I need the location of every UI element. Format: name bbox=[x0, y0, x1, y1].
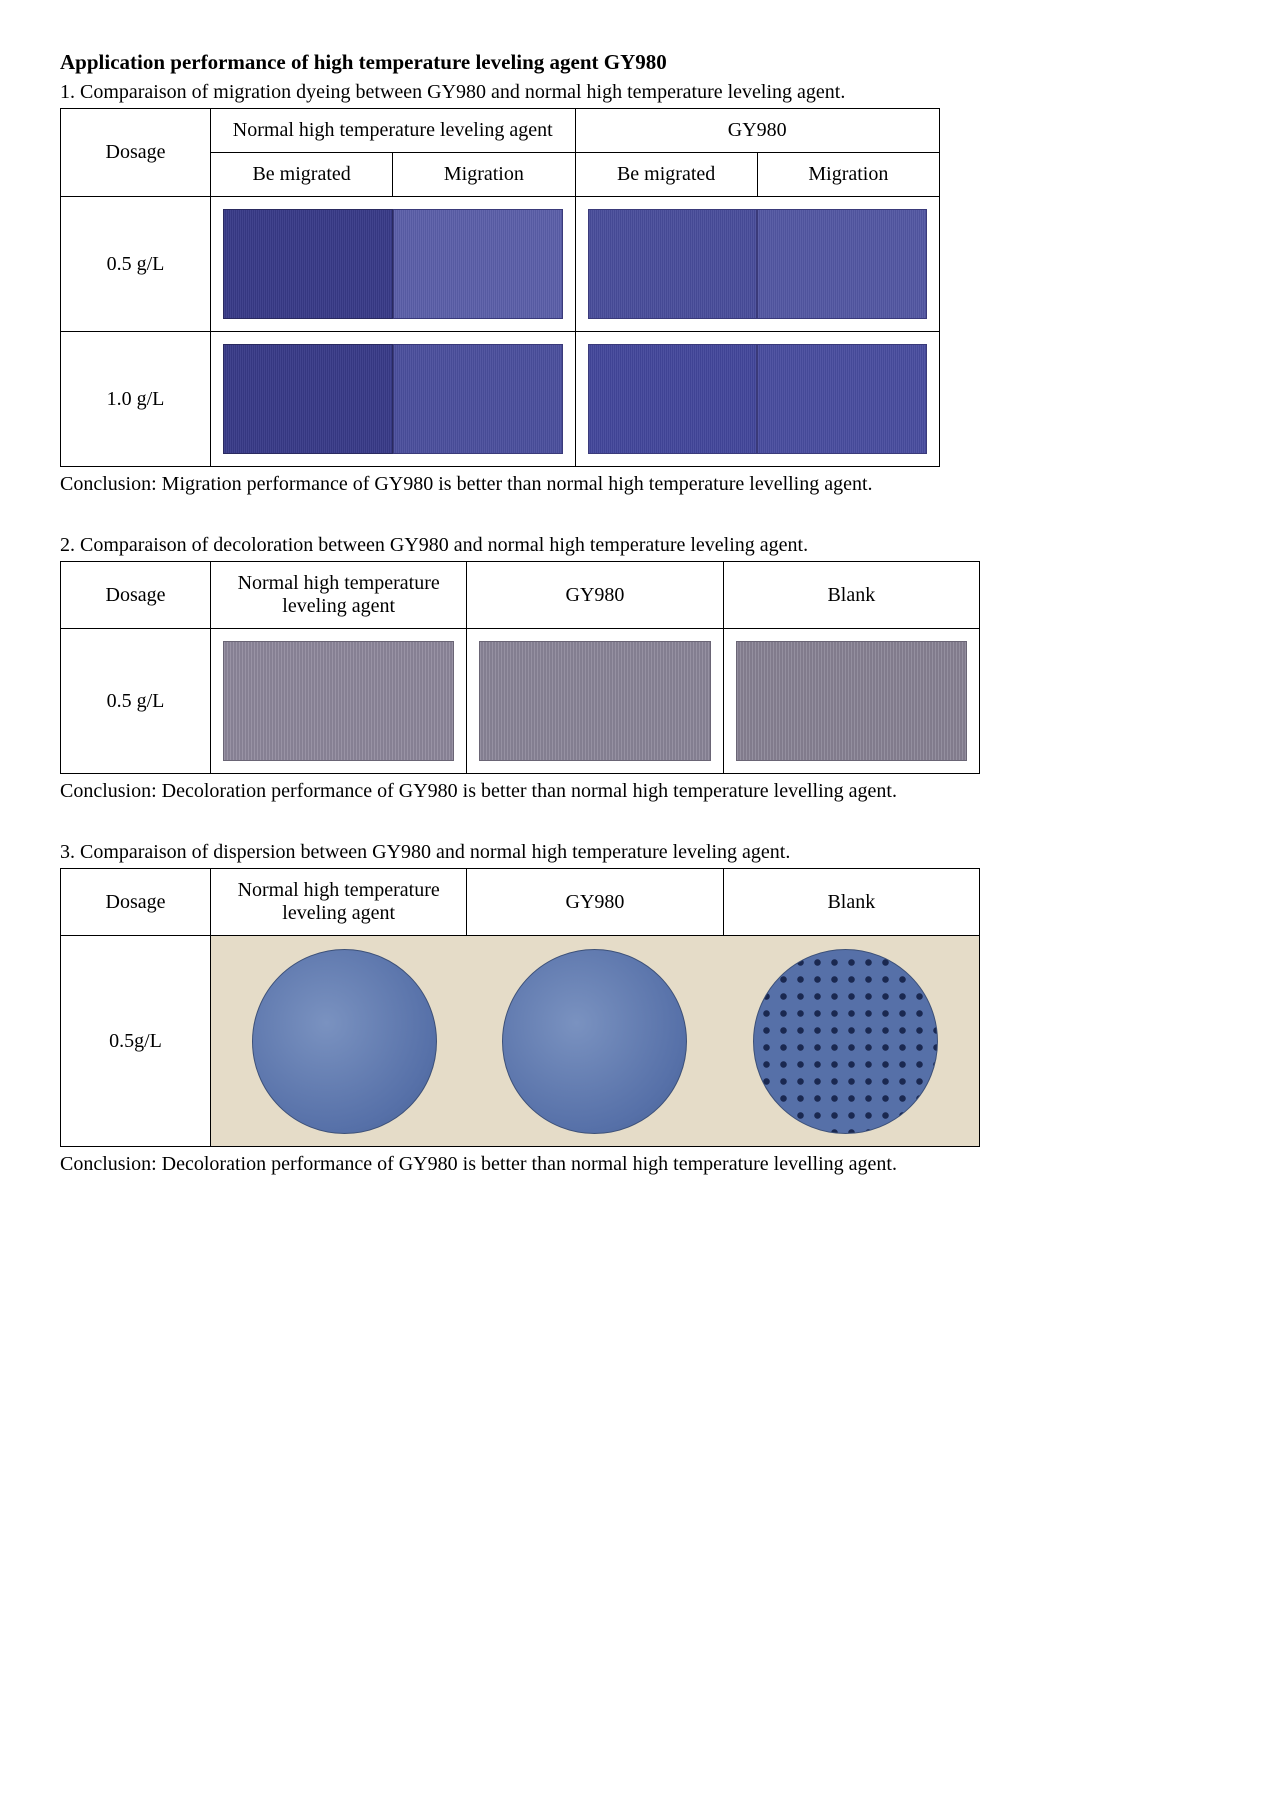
section2-heading: 2. Comparaison of decoloration between G… bbox=[60, 534, 1220, 557]
table-decoloration: Dosage Normal high temperature leveling … bbox=[60, 561, 980, 774]
t3-circle-c bbox=[753, 949, 938, 1134]
t1-groupA-header: Normal high temperature leveling agent bbox=[211, 109, 576, 153]
t1-subB2: Migration bbox=[757, 153, 939, 197]
t2-colB: GY980 bbox=[467, 562, 723, 629]
t3-row0-dosage: 0.5g/L bbox=[61, 936, 211, 1147]
t3-colB: GY980 bbox=[467, 869, 723, 936]
t3-row-0: 0.5g/L bbox=[61, 936, 980, 1147]
t2-row0-dosage: 0.5 g/L bbox=[61, 629, 211, 774]
t1-r1-a1-swatch bbox=[223, 344, 393, 454]
t1-r0-b1-swatch bbox=[588, 209, 758, 319]
t3-colA: Normal high temperature leveling agent bbox=[211, 869, 467, 936]
table-migration: Dosage Normal high temperature leveling … bbox=[60, 108, 940, 467]
t1-r0-a2-swatch bbox=[393, 209, 563, 319]
t2-colC: Blank bbox=[723, 562, 979, 629]
t3-circle-a bbox=[252, 949, 437, 1134]
t1-row0-dosage: 0.5 g/L bbox=[61, 197, 211, 332]
t2-c-swatch bbox=[736, 641, 967, 761]
t3-circle-b bbox=[502, 949, 687, 1134]
section3-conclusion: Conclusion: Decoloration performance of … bbox=[60, 1153, 1220, 1176]
t2-colA: Normal high temperature leveling agent bbox=[211, 562, 467, 629]
t1-groupB-header: GY980 bbox=[575, 109, 940, 153]
t1-r1-a2-swatch bbox=[393, 344, 563, 454]
section1-heading: 1. Comparaison of migration dyeing betwe… bbox=[60, 81, 1220, 104]
t1-subB1: Be migrated bbox=[575, 153, 757, 197]
t2-b-swatch bbox=[479, 641, 710, 761]
table-dispersion: Dosage Normal high temperature leveling … bbox=[60, 868, 980, 1147]
t1-dosage-header: Dosage bbox=[61, 109, 211, 197]
section2-conclusion: Conclusion: Decoloration performance of … bbox=[60, 780, 1220, 803]
t3-colC: Blank bbox=[723, 869, 979, 936]
t3-sample-strip bbox=[211, 936, 979, 1146]
t1-row-1: 1.0 g/L bbox=[61, 332, 940, 467]
t1-row-0: 0.5 g/L bbox=[61, 197, 940, 332]
t1-r1-b1-swatch bbox=[588, 344, 758, 454]
t1-subA1: Be migrated bbox=[211, 153, 393, 197]
t1-subA2: Migration bbox=[393, 153, 575, 197]
section1-conclusion: Conclusion: Migration performance of GY9… bbox=[60, 473, 1220, 496]
t1-r1-b2-swatch bbox=[757, 344, 927, 454]
t2-row-0: 0.5 g/L bbox=[61, 629, 980, 774]
t3-dosage-header: Dosage bbox=[61, 869, 211, 936]
t1-r0-a1-swatch bbox=[223, 209, 393, 319]
t2-dosage-header: Dosage bbox=[61, 562, 211, 629]
page-title: Application performance of high temperat… bbox=[60, 50, 1220, 75]
t1-row1-dosage: 1.0 g/L bbox=[61, 332, 211, 467]
t1-r0-b2-swatch bbox=[757, 209, 927, 319]
t2-a-swatch bbox=[223, 641, 454, 761]
section3-heading: 3. Comparaison of dispersion between GY9… bbox=[60, 841, 1220, 864]
